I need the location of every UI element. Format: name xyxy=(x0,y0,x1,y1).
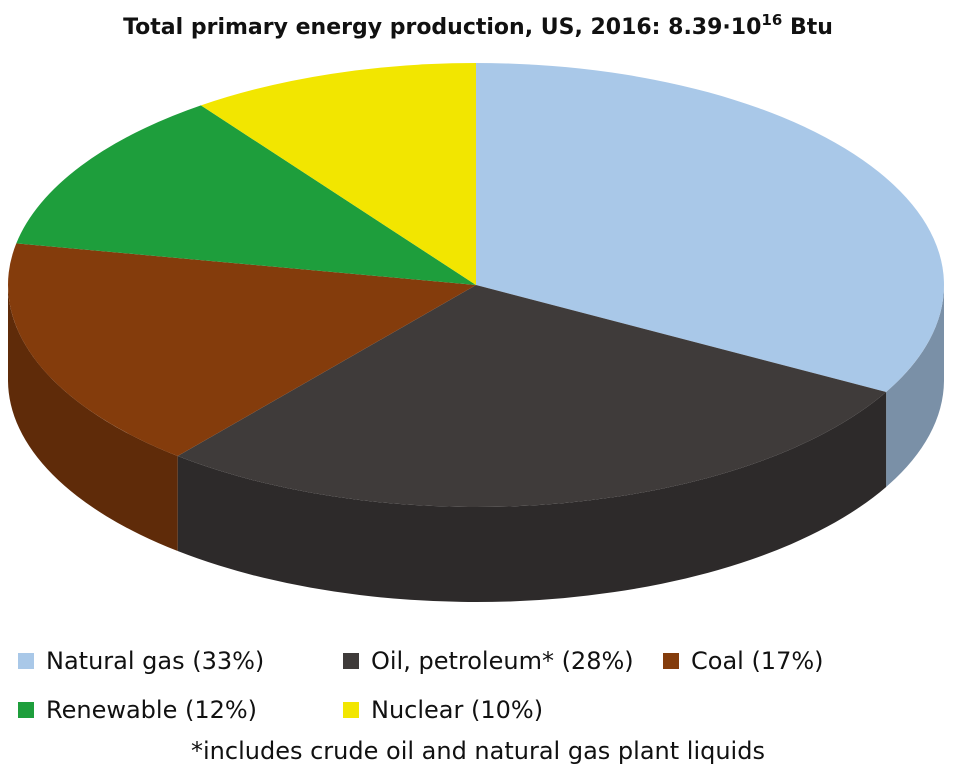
title-unit: Btu xyxy=(782,15,833,40)
pie xyxy=(7,63,945,602)
legend-swatch xyxy=(18,653,34,669)
slice-side xyxy=(177,391,887,602)
slice-side xyxy=(886,285,944,487)
title-exponent: 16 xyxy=(761,11,782,29)
legend-label: Coal (17%) xyxy=(691,647,824,675)
legend-swatch xyxy=(343,653,359,669)
legend: Natural gas (33%) Oil, petroleum* (28%) Co… xyxy=(18,647,824,724)
legend-swatch xyxy=(18,702,34,718)
legend-swatch xyxy=(663,653,679,669)
legend-label: Natural gas (33%) xyxy=(46,647,264,675)
legend-label: Oil, petroleum* (28%) xyxy=(371,647,634,675)
slice xyxy=(16,105,477,285)
slice xyxy=(476,63,945,392)
slice-side xyxy=(8,285,178,552)
legend-label: Nuclear (10%) xyxy=(371,696,543,724)
slice xyxy=(177,285,887,507)
slice xyxy=(200,63,476,285)
legend-swatch xyxy=(343,702,359,718)
legend-label: Renewable (12%) xyxy=(46,696,257,724)
chart-title: Total primary energy production, US, 201… xyxy=(123,11,833,40)
title-main: Total primary energy production, US, 201… xyxy=(123,15,761,40)
slice xyxy=(7,243,476,457)
footnote: *includes crude oil and natural gas plan… xyxy=(191,737,765,765)
